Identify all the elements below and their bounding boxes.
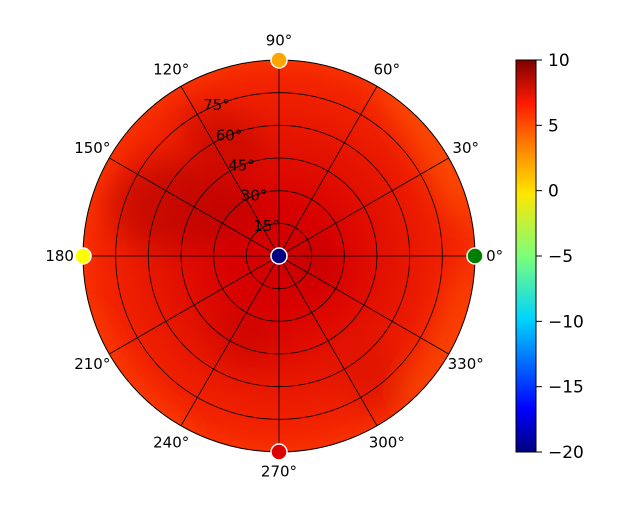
theta-tick-label: 240° bbox=[153, 434, 189, 452]
r-tick-label: 45° bbox=[228, 156, 255, 174]
colorbar-tick-label: 10 bbox=[548, 51, 570, 71]
r-tick-label: 60° bbox=[216, 126, 243, 144]
theta-tick-label: 60° bbox=[374, 60, 401, 78]
colorbar-tick-label: 0 bbox=[548, 182, 559, 202]
angular-gridline-30 bbox=[278, 157, 449, 257]
colorbar: 10 5 0 −5 −10 −15 −20 bbox=[515, 51, 584, 463]
angular-gridline-300 bbox=[278, 255, 378, 426]
theta-tick-label: 150° bbox=[74, 139, 110, 157]
theta-tick-label: 180° bbox=[45, 247, 81, 265]
colorbar-scale bbox=[515, 59, 537, 453]
angular-gridline-210 bbox=[109, 255, 280, 355]
colorbar-tick-label: 5 bbox=[548, 116, 559, 136]
angular-gridline-150 bbox=[109, 157, 280, 257]
marker-point bbox=[74, 247, 92, 265]
r-tick-label: 30° bbox=[241, 187, 268, 205]
colorbar-tick-label: −20 bbox=[548, 443, 584, 463]
r-tick-label: 15° bbox=[253, 217, 280, 235]
angular-gridline-120 bbox=[180, 86, 280, 257]
polar-grid bbox=[82, 59, 476, 453]
polar-tick-labels: 0° 30° 60° 90° 120° 150° 180° 210° 240° 270° 300° 3… bbox=[45, 31, 503, 480]
angular-gridline-240 bbox=[180, 255, 280, 426]
theta-tick-label: 270° bbox=[261, 463, 297, 481]
theta-tick-label: 330° bbox=[448, 355, 484, 373]
theta-tick-label: 30° bbox=[452, 139, 479, 157]
marker-point bbox=[270, 443, 288, 461]
colorbar-tick-label: −5 bbox=[548, 247, 573, 267]
colorbar-tick-label: −15 bbox=[548, 378, 584, 398]
angular-gridline-330 bbox=[278, 255, 449, 355]
polar-markers bbox=[74, 51, 484, 461]
marker-point bbox=[466, 247, 484, 265]
theta-tick-label: 0° bbox=[486, 247, 503, 265]
colorbar-ticks: 10 5 0 −5 −10 −15 −20 bbox=[536, 51, 584, 463]
colorbar-tick-label: −10 bbox=[548, 312, 584, 332]
marker-point bbox=[270, 51, 288, 69]
theta-tick-label: 120° bbox=[153, 60, 189, 78]
angular-gridline-60 bbox=[278, 86, 378, 257]
r-tick-label: 75° bbox=[203, 96, 230, 114]
theta-tick-label: 90° bbox=[266, 31, 293, 49]
polar-plot: 0° 30° 60° 90° 120° 150° 180° 210° 240° 270° 300° 3… bbox=[45, 31, 503, 480]
theta-tick-label: 300° bbox=[369, 434, 405, 452]
marker-point bbox=[270, 247, 288, 265]
heatmap-shading bbox=[84, 80, 471, 444]
theta-tick-label: 210° bbox=[74, 355, 110, 373]
